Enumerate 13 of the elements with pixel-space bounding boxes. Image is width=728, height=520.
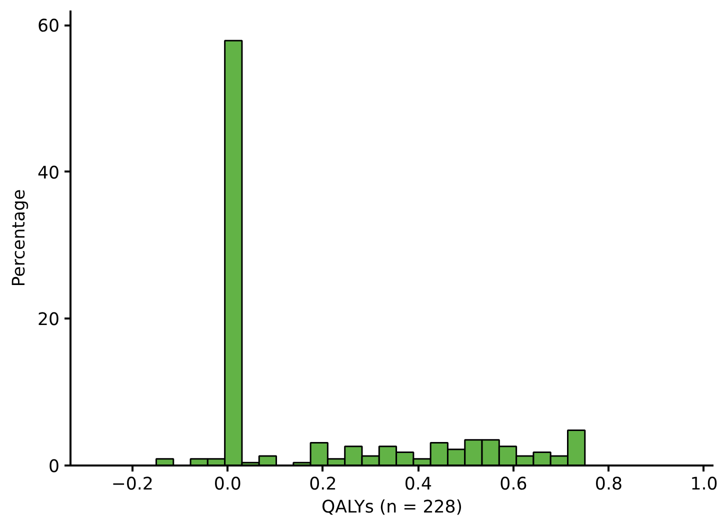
x-axis-title: QALYs (n = 228): [321, 498, 463, 518]
x-tick-label: −0.2: [111, 474, 154, 494]
y-tick-label: 40: [37, 163, 60, 184]
x-tick-label: 0.4: [404, 474, 432, 494]
y-axis-title: Percentage: [9, 189, 30, 287]
x-tick-label: 0.2: [309, 474, 337, 494]
y-tick-label: 0: [48, 457, 60, 477]
x-tick-label: 0.6: [500, 474, 528, 494]
x-tick-label: 0.0: [214, 474, 242, 494]
x-tick-label: 1.0: [690, 474, 718, 494]
y-tick-label: 20: [37, 310, 60, 330]
x-tick-label: 0.8: [594, 474, 622, 494]
y-tick-label: 60: [37, 16, 60, 37]
